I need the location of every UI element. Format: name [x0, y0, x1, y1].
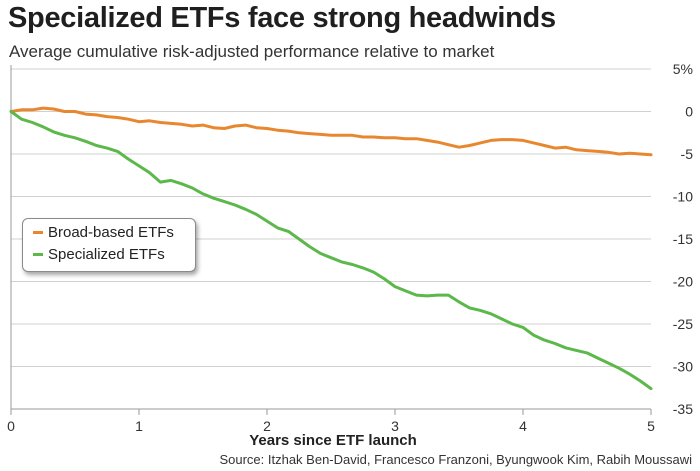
- y-tick-label: -25: [673, 316, 693, 332]
- tick-labels: 5% 0 -5 -10 -15 -20 -25 -30 -35 0 1 2 3 4 5: [7, 61, 693, 434]
- x-tick-label: 1: [135, 418, 143, 434]
- y-tick-label: -30: [673, 359, 693, 375]
- chart-title: Specialized ETFs face strong headwinds: [8, 2, 556, 34]
- series-line-broad-based: [9, 106, 653, 157]
- legend-label-broad: Broad-based ETFs: [48, 224, 174, 241]
- legend-item-specialized: Specialized ETFs: [33, 246, 165, 263]
- y-tick-label: -10: [673, 189, 693, 205]
- x-tick-label: 2: [263, 418, 271, 434]
- y-tick-label: -20: [673, 274, 693, 290]
- axes: [10, 65, 652, 415]
- y-tick-label: 5%: [673, 61, 693, 77]
- x-tick-label: 0: [7, 418, 15, 434]
- legend-label-specialized: Specialized ETFs: [48, 246, 165, 263]
- y-tick-label: -15: [673, 231, 693, 247]
- series-line-specialized: [9, 110, 653, 391]
- legend-swatch-broad: [33, 231, 43, 234]
- legend: Broad-based ETFs Specialized ETFs: [22, 218, 196, 272]
- legend-item-broad: Broad-based ETFs: [33, 224, 174, 241]
- x-tick-label: 4: [519, 418, 527, 434]
- y-tick-label: 0: [685, 104, 693, 120]
- chart-subtitle: Average cumulative risk-adjusted perform…: [9, 42, 495, 61]
- x-tick-label: 3: [391, 418, 399, 434]
- y-tick-label: -35: [673, 401, 693, 417]
- legend-swatch-specialized: [33, 253, 43, 256]
- y-tick-label: -5: [681, 146, 694, 162]
- source-note: Source: Itzhak Ben-David, Francesco Fran…: [219, 452, 692, 467]
- series-lines: [9, 106, 653, 391]
- x-tick-label: 5: [647, 418, 655, 434]
- x-axis-label: Years since ETF launch: [249, 432, 417, 449]
